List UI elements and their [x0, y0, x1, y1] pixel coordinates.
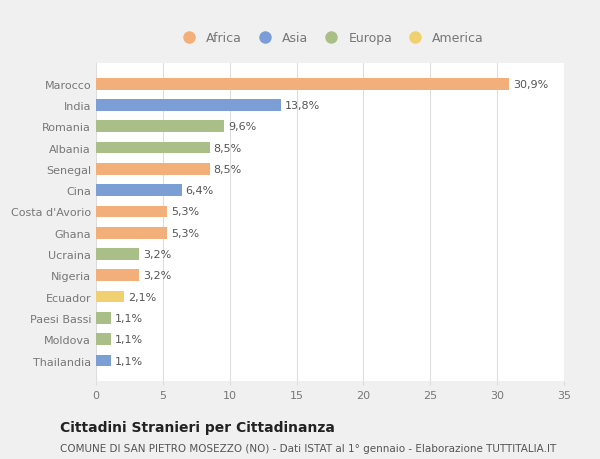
Text: 3,2%: 3,2%: [143, 271, 171, 281]
Bar: [96, 164, 209, 175]
Text: 6,4%: 6,4%: [185, 186, 214, 196]
Bar: [96, 142, 209, 154]
Text: COMUNE DI SAN PIETRO MOSEZZO (NO) - Dati ISTAT al 1° gennaio - Elaborazione TUTT: COMUNE DI SAN PIETRO MOSEZZO (NO) - Dati…: [60, 443, 556, 453]
Text: 30,9%: 30,9%: [513, 79, 548, 90]
Bar: [96, 121, 224, 133]
Text: 5,3%: 5,3%: [171, 228, 199, 238]
Bar: [96, 249, 139, 260]
Bar: [96, 291, 124, 303]
Text: Cittadini Stranieri per Cittadinanza: Cittadini Stranieri per Cittadinanza: [60, 420, 335, 434]
Bar: [96, 334, 111, 345]
Bar: [96, 100, 281, 112]
Bar: [96, 78, 509, 90]
Text: 3,2%: 3,2%: [143, 250, 171, 259]
Text: 9,6%: 9,6%: [229, 122, 257, 132]
Bar: [96, 355, 111, 367]
Bar: [96, 227, 167, 239]
Bar: [96, 270, 139, 281]
Text: 5,3%: 5,3%: [171, 207, 199, 217]
Text: 8,5%: 8,5%: [214, 164, 242, 174]
Text: 13,8%: 13,8%: [284, 101, 320, 111]
Text: 1,1%: 1,1%: [115, 313, 143, 323]
Bar: [96, 185, 182, 196]
Bar: [96, 313, 111, 324]
Text: 8,5%: 8,5%: [214, 143, 242, 153]
Legend: Africa, Asia, Europa, America: Africa, Asia, Europa, America: [173, 29, 487, 47]
Text: 2,1%: 2,1%: [128, 292, 157, 302]
Text: 1,1%: 1,1%: [115, 335, 143, 344]
Text: 1,1%: 1,1%: [115, 356, 143, 366]
Bar: [96, 206, 167, 218]
